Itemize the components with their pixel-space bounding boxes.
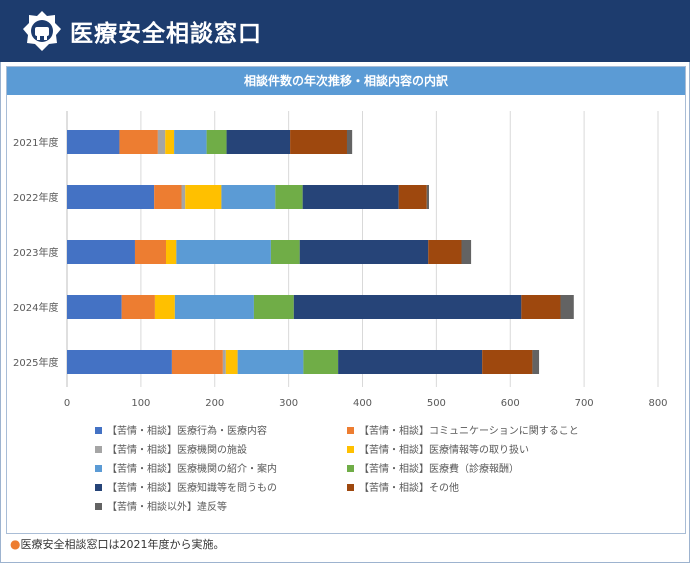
bar-segment — [303, 350, 339, 374]
bar-segment — [532, 350, 540, 374]
bar-segment — [293, 295, 522, 319]
bar-segment — [157, 130, 166, 154]
y-tick-label: 2025年度 — [13, 356, 58, 369]
x-tick-label: 500 — [427, 398, 446, 409]
bar-segment — [275, 185, 303, 209]
bar-segment — [299, 240, 429, 264]
x-tick-label: 200 — [205, 398, 224, 409]
legend-swatch — [95, 446, 102, 453]
x-tick-label: 100 — [131, 398, 150, 409]
bar-segment — [253, 295, 294, 319]
legend-swatch — [95, 484, 102, 491]
bar-segment — [222, 350, 226, 374]
x-tick-label: 800 — [648, 398, 667, 409]
x-tick-label: 300 — [279, 398, 298, 409]
legend-swatch — [347, 446, 354, 453]
x-tick-label: 600 — [501, 398, 520, 409]
x-tick-label: 700 — [575, 398, 594, 409]
stacked-bar-chart: 0 100 200 300 400 500 600 700 800 2021年度 2022年度 202… — [13, 111, 668, 513]
legend-label: 【苦情・相談】医療機関の施設 — [107, 443, 247, 456]
bar-segment — [121, 295, 155, 319]
bar-segment — [134, 240, 166, 264]
bar-segment — [185, 185, 222, 209]
bar-segment — [398, 185, 427, 209]
bar-segment — [154, 185, 182, 209]
bar-segment — [67, 295, 122, 319]
x-tick-label: 0 — [64, 398, 70, 409]
y-tick-label: 2021年度 — [13, 136, 58, 149]
bar-segment — [270, 240, 300, 264]
page-title: 医療安全相談窓口 — [70, 21, 262, 47]
bar-segment — [154, 295, 175, 319]
legend-label: 【苦情・相談】医療機関の紹介・案内 — [107, 462, 277, 475]
legend-swatch — [347, 465, 354, 472]
bar-segment — [221, 185, 276, 209]
legend-swatch — [95, 427, 102, 434]
legend-label: 【苦情・相談】医療知識等を問うもの — [107, 481, 277, 494]
chart-title: 相談件数の年次推移・相談内容の内訳 — [7, 67, 685, 95]
legend-swatch — [347, 427, 354, 434]
bar-segment — [165, 130, 175, 154]
bar-segment — [290, 130, 347, 154]
bar-segment — [119, 130, 158, 154]
bar-segment — [521, 295, 561, 319]
legend-label: 【苦情・相談】医療行為・医療内容 — [107, 424, 267, 437]
page-header: 医療安全相談窓口 — [0, 0, 690, 62]
bar-segment — [67, 240, 135, 264]
bar-segment — [560, 295, 574, 319]
chart-panel: 相談件数の年次推移・相談内容の内訳 0 100 200 300 400 500 600 700… — [6, 66, 686, 534]
bar-segment — [165, 240, 177, 264]
building-emblem-icon — [23, 11, 61, 51]
bar-segment — [174, 295, 254, 319]
legend-swatch — [95, 503, 102, 510]
bar-segment — [461, 240, 472, 264]
legend-label: 【苦情・相談】その他 — [359, 481, 459, 494]
footnote: ●医療安全相談窓口は2021年度から実施。 — [10, 536, 224, 552]
bar-segment — [338, 350, 483, 374]
bar-segment — [67, 130, 120, 154]
legend-label: 【苦情・相談】医療情報等の取り扱い — [359, 443, 529, 456]
bar-segment — [428, 240, 462, 264]
legend-label: 【苦情・相談】コミュニケーションに関すること — [359, 424, 579, 437]
bar-segment — [302, 185, 399, 209]
bar-segment — [67, 350, 172, 374]
y-tick-label: 2023年度 — [13, 246, 58, 259]
legend-swatch — [95, 465, 102, 472]
bar-segment — [426, 185, 429, 209]
footnote-bullet: ● — [10, 537, 21, 551]
bar-segment — [67, 185, 155, 209]
bar-segment — [225, 350, 238, 374]
bar-segment — [174, 130, 207, 154]
bar-segment — [176, 240, 271, 264]
footnote-text: 医療安全相談窓口は2021年度から実施。 — [20, 538, 225, 551]
y-tick-label: 2024年度 — [13, 301, 58, 314]
legend-label: 【苦情・相談以外】違反等 — [107, 500, 227, 513]
bar-segment — [171, 350, 223, 374]
bar-segment — [206, 130, 227, 154]
legend-label: 【苦情・相談】医療費（診療報酬） — [359, 462, 519, 475]
y-tick-label: 2022年度 — [13, 191, 58, 204]
x-tick-label: 400 — [353, 398, 372, 409]
bar-segment — [346, 130, 353, 154]
bar-segment — [237, 350, 304, 374]
legend-swatch — [347, 484, 354, 491]
bar-segment — [482, 350, 533, 374]
bar-segment — [181, 185, 186, 209]
bar-segment — [226, 130, 291, 154]
